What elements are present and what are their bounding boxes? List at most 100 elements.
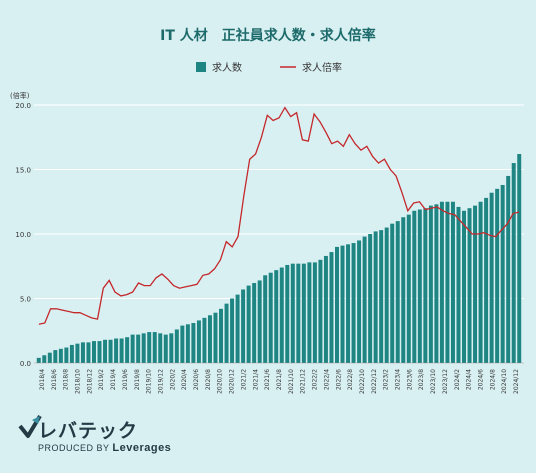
x-tick-label: 2024/6 bbox=[478, 369, 485, 390]
y-tick-label: 15.0 bbox=[15, 167, 31, 175]
x-tick-label: 2018/10 bbox=[75, 369, 82, 394]
brand-tagline: PRODUCED BY Leverages bbox=[38, 442, 171, 454]
bar bbox=[445, 201, 450, 363]
bar bbox=[290, 263, 295, 363]
bar bbox=[174, 329, 179, 363]
x-tick-label: 2024/2 bbox=[454, 369, 461, 390]
bar bbox=[462, 210, 466, 363]
x-tick-label: 2022/12 bbox=[371, 369, 378, 394]
bar bbox=[279, 267, 284, 363]
bar bbox=[384, 227, 389, 363]
bar bbox=[285, 264, 290, 363]
bar bbox=[357, 240, 362, 363]
bar bbox=[191, 323, 196, 363]
x-tick-label: 2023/4 bbox=[395, 369, 402, 390]
x-tick-label: 2023/12 bbox=[442, 369, 449, 394]
bar bbox=[406, 214, 411, 363]
grid bbox=[34, 104, 524, 364]
x-tick-label: 2019/4 bbox=[110, 369, 117, 390]
bar bbox=[395, 221, 400, 363]
x-tick-label: 2022/6 bbox=[335, 369, 342, 390]
bar bbox=[108, 339, 113, 363]
bar bbox=[158, 333, 163, 363]
x-tick-label: 2021/2 bbox=[240, 369, 247, 390]
bar bbox=[511, 163, 516, 363]
bar bbox=[36, 357, 41, 363]
x-tick-label: 2022/2 bbox=[312, 369, 319, 390]
chart-title: IT 人材 正社員求人数・求人倍率 bbox=[160, 27, 376, 44]
bar bbox=[163, 334, 168, 363]
bar bbox=[114, 338, 119, 363]
bar bbox=[456, 206, 461, 363]
x-tick-label: 2019/10 bbox=[146, 369, 153, 394]
bar bbox=[136, 334, 141, 363]
bar bbox=[202, 317, 207, 363]
y-tick-label: 0.0 bbox=[20, 360, 31, 368]
bar bbox=[401, 217, 406, 363]
bar bbox=[412, 210, 417, 363]
bar bbox=[517, 154, 522, 363]
x-tick-label: 2021/10 bbox=[288, 369, 295, 394]
x-tick-label: 2018/12 bbox=[86, 369, 93, 394]
bar bbox=[390, 223, 395, 363]
y-tick-label: 20.0 bbox=[15, 102, 31, 110]
bar bbox=[478, 201, 483, 363]
x-tick-label: 2022/10 bbox=[359, 369, 366, 394]
bar bbox=[213, 312, 218, 363]
bar bbox=[423, 208, 428, 363]
bar bbox=[207, 315, 212, 363]
x-tick-label: 2019/2 bbox=[98, 369, 105, 390]
chart: IT 人材 正社員求人数・求人倍率 求人数 求人倍率 (倍率) 0.0 5.0 10… bbox=[10, 27, 524, 394]
x-tick-label: 2020/4 bbox=[181, 369, 188, 390]
bar bbox=[125, 337, 130, 363]
bar bbox=[64, 347, 69, 363]
y-tick-label: 5.0 bbox=[20, 296, 31, 304]
x-tick-label: 2021/8 bbox=[276, 369, 283, 390]
x-tick-label: 2020/6 bbox=[193, 369, 200, 390]
bar bbox=[473, 205, 478, 363]
bar bbox=[500, 184, 505, 363]
bar bbox=[268, 272, 273, 363]
bar bbox=[97, 341, 102, 363]
bar bbox=[180, 325, 185, 363]
bar bbox=[141, 333, 146, 363]
x-tick-label: 2022/4 bbox=[323, 369, 330, 390]
x-tick-label: 2023/6 bbox=[406, 369, 413, 390]
x-tick-label: 2020/8 bbox=[205, 369, 212, 390]
bar bbox=[257, 280, 262, 363]
bar bbox=[439, 201, 444, 363]
brand-logo-icon bbox=[18, 414, 42, 438]
bar bbox=[224, 303, 229, 363]
x-tick-label: 2020/2 bbox=[169, 369, 176, 390]
x-tick-label: 2018/4 bbox=[39, 369, 46, 390]
bar bbox=[230, 298, 235, 363]
legend-bar-swatch bbox=[196, 62, 206, 72]
ratio-line bbox=[38, 106, 520, 325]
bar bbox=[329, 252, 334, 363]
x-tick-label: 2023/2 bbox=[383, 369, 390, 390]
bar bbox=[307, 262, 312, 363]
bar bbox=[219, 308, 223, 363]
x-tick-label: 2020/12 bbox=[229, 369, 236, 394]
bar bbox=[42, 355, 47, 363]
bar bbox=[495, 188, 500, 363]
bar bbox=[152, 332, 157, 363]
y-unit-label: (倍率) bbox=[10, 91, 30, 100]
x-tick-label: 2023/8 bbox=[418, 369, 425, 390]
bar bbox=[417, 209, 422, 363]
x-tick-label: 2019/8 bbox=[134, 369, 141, 390]
bar bbox=[484, 197, 489, 363]
bar bbox=[58, 348, 63, 363]
x-axis: 2018/4 2018/6 2018/8 2018/10 2018/12 2019/2 20… bbox=[39, 369, 520, 394]
x-tick-label: 2018/6 bbox=[51, 369, 58, 390]
bar bbox=[47, 352, 52, 363]
bar bbox=[86, 342, 91, 363]
bar bbox=[119, 338, 124, 363]
bar bbox=[252, 283, 257, 363]
bar bbox=[103, 339, 108, 363]
x-tick-label: 2018/8 bbox=[63, 369, 70, 390]
bar bbox=[196, 320, 201, 363]
bar bbox=[301, 263, 306, 363]
x-tick-label: 2024/12 bbox=[513, 369, 520, 394]
